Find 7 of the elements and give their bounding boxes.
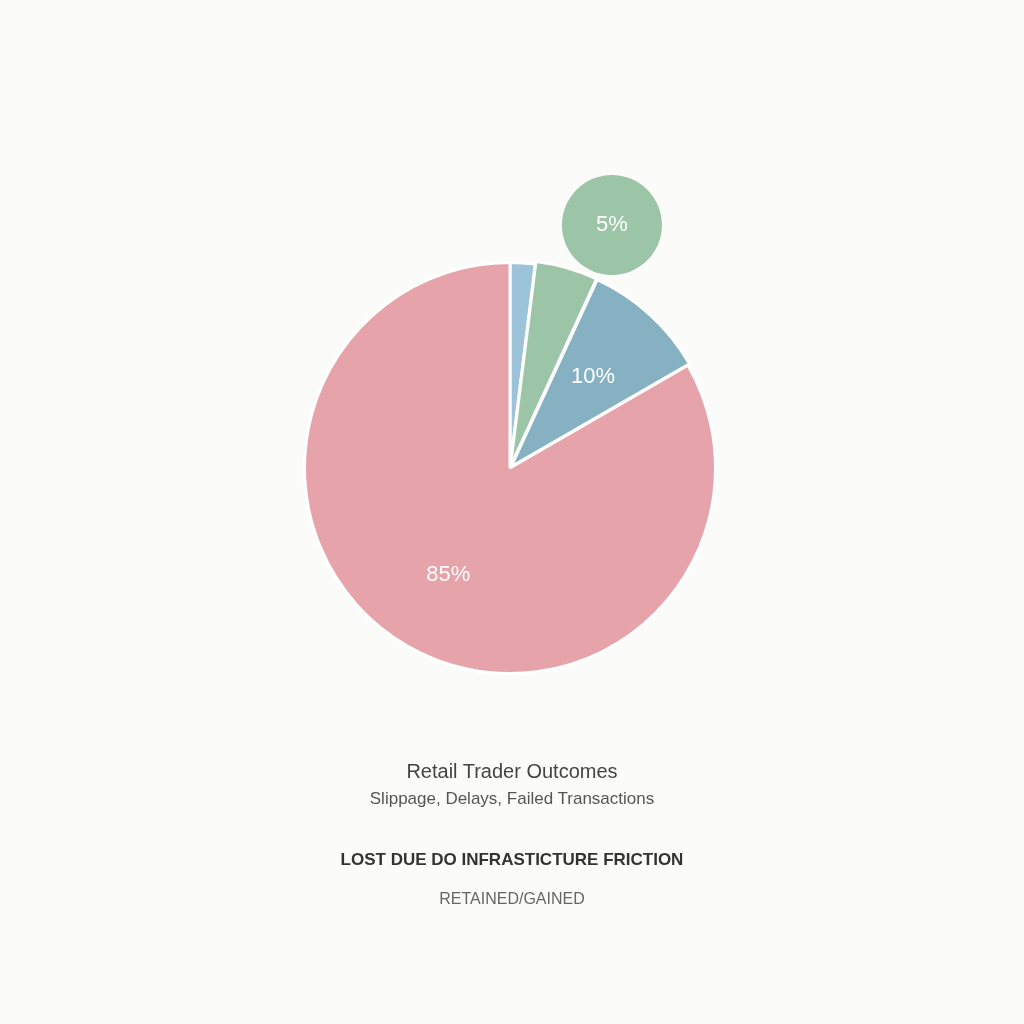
data-label: 5% [596,211,628,237]
text: LOST DUE DO INFRASTICTURE FRICTION [339,850,685,870]
text: Retail Trader Outcomes [405,760,619,783]
data-label: 10% [571,362,616,388]
text: Slippage, Delays, Failed Transactions [368,789,656,809]
data-label: 85% [426,560,471,586]
text: RETAINED/GAINED [438,890,586,908]
